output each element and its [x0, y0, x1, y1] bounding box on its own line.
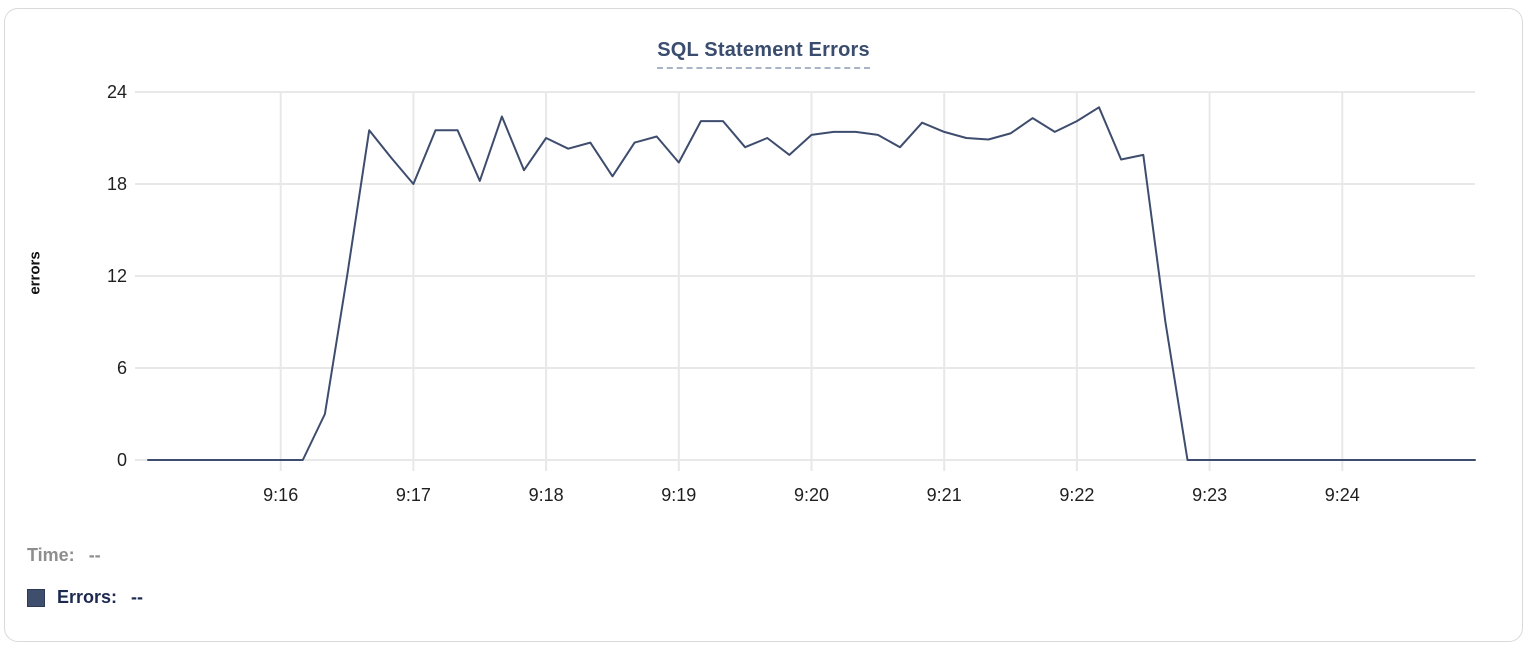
y-tick-label: 24 [107, 82, 127, 102]
y-tick-label: 0 [117, 450, 127, 470]
errors-line[interactable] [147, 106, 1476, 461]
y-tick-label: 18 [107, 174, 127, 194]
x-tick-label: 9:21 [927, 485, 962, 505]
legend-errors-row: Errors: -- [27, 587, 143, 608]
tooltip-time-row: Time: -- [27, 545, 101, 566]
x-tick-label: 9:19 [661, 485, 696, 505]
chart-card: SQL Statement Errors 0 6 12 18 24 9:16 9:17 9:1… [4, 8, 1523, 642]
x-tick-label: 9:20 [794, 485, 829, 505]
y-tick-label: 12 [107, 266, 127, 286]
chart-canvas[interactable]: 0 6 12 18 24 9:16 9:17 9:18 9:19 9:20 9:21 9:22 9:23… [5, 9, 1528, 519]
errors-series-swatch [27, 588, 45, 607]
tooltip-time-label: Time: [27, 545, 75, 565]
x-tick-label: 9:17 [396, 485, 431, 505]
x-tick-label: 9:23 [1192, 485, 1227, 505]
legend-errors-label: Errors: [57, 587, 118, 607]
y-axis-label: errors [26, 251, 44, 295]
x-tick-label: 9:24 [1325, 485, 1360, 505]
x-tick-label: 9:18 [529, 485, 564, 505]
x-tick-label: 9:22 [1059, 485, 1094, 505]
errors-chart[interactable]: 0 6 12 18 24 9:16 9:17 9:18 9:19 9:20 9:21 9:22 9:23… [5, 9, 1528, 519]
chart-header: SQL Statement Errors [5, 39, 1522, 69]
y-tick-label: 6 [117, 358, 127, 378]
legend-errors-value: -- [131, 587, 144, 607]
x-tick-label: 9:16 [263, 485, 298, 505]
chart-title[interactable]: SQL Statement Errors [657, 39, 870, 69]
tooltip-time-value: -- [88, 545, 101, 565]
